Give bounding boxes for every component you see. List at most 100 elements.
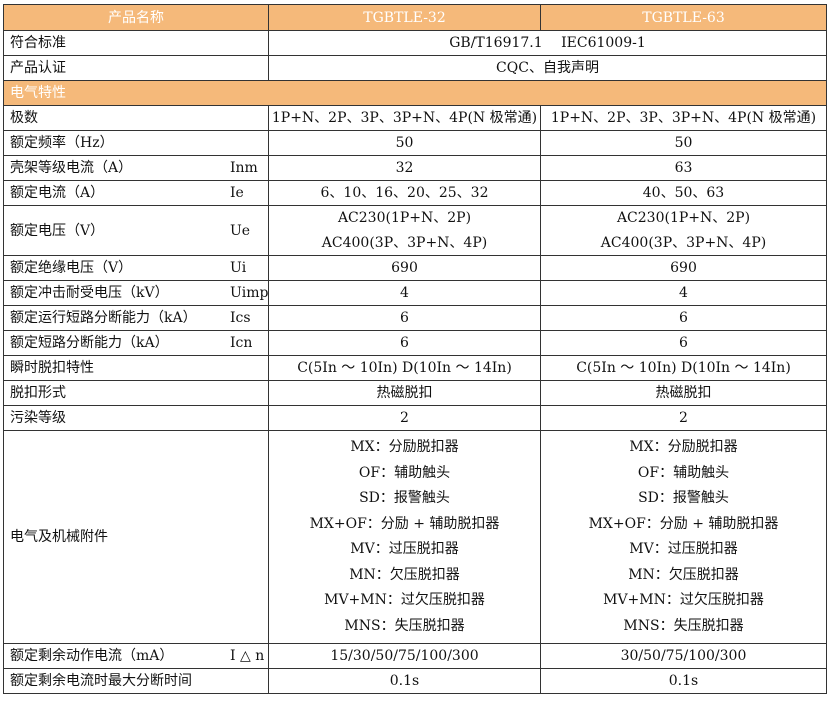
row-label: 额定剩余动作电流（mA） bbox=[10, 648, 174, 664]
value-model-63: 热磁脱扣 bbox=[540, 380, 827, 406]
row-symbol: Ie bbox=[230, 185, 244, 201]
value-model-32: MX：分励脱扣器 OF：辅助触头 SD：报警触头 MX+OF：分励 + 辅助脱扣器 MV… bbox=[268, 430, 541, 644]
row-symbol: Ue bbox=[230, 223, 251, 239]
row-label: 额定短路分断能力（kA） bbox=[10, 335, 169, 351]
value-model-32: 15/30/50/75/100/300 bbox=[268, 643, 541, 669]
accessory-item: MV：过压脱扣器 bbox=[629, 541, 738, 557]
accessory-item: MX：分励脱扣器 bbox=[629, 439, 738, 455]
row-label-cell: 额定频率（Hz） bbox=[3, 130, 269, 156]
section-row: 电气特性 bbox=[3, 80, 827, 106]
value-model-32: 32 bbox=[268, 155, 541, 181]
value-model-63: MX：分励脱扣器 OF：辅助触头 SD：报警触头 MX+OF：分励 + 辅助脱扣器 MV… bbox=[540, 430, 827, 644]
row-label-cell: 脱扣形式 bbox=[3, 380, 269, 406]
value-model-63: 1P+N、2P、3P、3P+N、4P(N 极常通) bbox=[540, 105, 827, 131]
value-model-32: 6、10、16、20、25、32 bbox=[268, 180, 541, 206]
value-model-63: 30/50/75/100/300 bbox=[540, 643, 827, 669]
accessory-item: SD：报警触头 bbox=[359, 490, 450, 506]
accessory-item: MNS：失压脱扣器 bbox=[623, 617, 744, 634]
accessory-item: MN：欠压脱扣器 bbox=[628, 566, 739, 583]
table-row: 额定电流（A） Ie 6、10、16、20、25、32 40、50、63 bbox=[3, 180, 827, 206]
row-symbol: Inm bbox=[230, 160, 258, 176]
table-row: 额定剩余动作电流（mA） I △ n 15/30/50/75/100/300 30… bbox=[3, 643, 827, 669]
row-label-cell: 瞬时脱扣特性 bbox=[3, 355, 269, 381]
value-model-63: C(5In ～ 10In) D(10In ～ 14In) bbox=[540, 355, 827, 381]
row-label: 额定剩余电流时最大分断时间 bbox=[10, 673, 192, 689]
row-value: GB/T16917.1 IEC61009-1 bbox=[268, 30, 827, 56]
header-product-name: 产品名称 bbox=[3, 4, 269, 31]
row-label-cell: 额定电流（A） Ie bbox=[3, 180, 269, 206]
row-label-cell: 额定绝缘电压（V） Ui bbox=[3, 255, 269, 281]
row-label-cell: 污染等级 bbox=[3, 405, 269, 431]
value-model-32: 0.1s bbox=[268, 668, 541, 694]
table-row: 极数 1P+N、2P、3P、3P+N、4P(N 极常通) 1P+N、2P、3P、… bbox=[3, 105, 827, 131]
accessory-item: MX+OF：分励 + 辅助脱扣器 bbox=[309, 515, 500, 532]
value-model-32: 1P+N、2P、3P、3P+N、4P(N 极常通) bbox=[268, 105, 541, 131]
row-symbol: Icn bbox=[230, 335, 253, 351]
row-label-cell: 额定剩余电流时最大分断时间 bbox=[3, 668, 269, 694]
table-row: 额定绝缘电压（V） Ui 690 690 bbox=[3, 255, 827, 281]
row-label: 额定电压（V） bbox=[10, 222, 105, 239]
value-line: AC230(1P+N、2P) bbox=[616, 210, 751, 226]
row-label: 壳架等级电流（A） bbox=[10, 160, 133, 176]
accessory-item: MX+OF：分励 + 辅助脱扣器 bbox=[588, 515, 779, 532]
header-row: 产品名称 TGBTLE-32 TGBTLE-63 bbox=[3, 4, 827, 31]
value-model-63: 4 bbox=[540, 280, 827, 306]
row-label: 瞬时脱扣特性 bbox=[10, 360, 94, 376]
table-row: 额定频率（Hz） 50 50 bbox=[3, 130, 827, 156]
row-label-cell: 极数 bbox=[3, 105, 269, 131]
value-model-63: 63 bbox=[540, 155, 827, 181]
accessory-item: OF：辅助触头 bbox=[637, 464, 730, 481]
table-row: 额定剩余电流时最大分断时间 0.1s 0.1s bbox=[3, 668, 827, 694]
row-label-cell: 额定剩余动作电流（mA） I △ n bbox=[3, 643, 269, 669]
value-model-63: 6 bbox=[540, 305, 827, 331]
row-label-cell: 额定冲击耐受电压（kV） Uimp bbox=[3, 280, 269, 306]
row-label: 额定电流（A） bbox=[10, 185, 105, 201]
row-symbol: Uimp bbox=[230, 285, 269, 301]
accessory-item: SD：报警触头 bbox=[638, 490, 729, 506]
row-value: CQC、自我声明 bbox=[268, 55, 827, 81]
value-model-63: 6 bbox=[540, 330, 827, 356]
value-model-32: 热磁脱扣 bbox=[268, 380, 541, 406]
row-label-cell: 额定电压（V） Ue bbox=[3, 205, 269, 256]
value-model-32: 2 bbox=[268, 405, 541, 431]
accessory-item: MNS：失压脱扣器 bbox=[344, 617, 465, 634]
row-label: 额定绝缘电压（V） bbox=[10, 260, 133, 276]
value-model-63: AC230(1P+N、2P) AC400(3P、3P+N、4P) bbox=[540, 205, 827, 256]
row-label: 额定冲击耐受电压（kV） bbox=[10, 285, 169, 301]
value-model-63: 690 bbox=[540, 255, 827, 281]
accessory-item: MV+MN：过欠压脱扣器 bbox=[603, 592, 764, 608]
row-label: 污染等级 bbox=[10, 410, 66, 426]
row-label: 符合标准 bbox=[3, 30, 269, 56]
value-model-32: 6 bbox=[268, 305, 541, 331]
table-row: 额定短路分断能力（kA） Icn 6 6 bbox=[3, 330, 827, 356]
row-label: 额定频率（Hz） bbox=[10, 135, 114, 151]
accessory-item: MV：过压脱扣器 bbox=[350, 541, 459, 557]
table-row: 脱扣形式 热磁脱扣 热磁脱扣 bbox=[3, 380, 827, 406]
table-row: 额定冲击耐受电压（kV） Uimp 4 4 bbox=[3, 280, 827, 306]
value-model-63: 0.1s bbox=[540, 668, 827, 694]
table-row: 瞬时脱扣特性 C(5In ～ 10In) D(10In ～ 14In) C(5I… bbox=[3, 355, 827, 381]
value-model-63: 50 bbox=[540, 130, 827, 156]
accessory-item: OF：辅助触头 bbox=[358, 464, 451, 481]
value-model-32: 6 bbox=[268, 330, 541, 356]
row-label: 产品认证 bbox=[3, 55, 269, 81]
accessory-item: MX：分励脱扣器 bbox=[350, 439, 459, 455]
header-model: TGBTLE-32 bbox=[268, 4, 541, 31]
row-label: 脱扣形式 bbox=[10, 385, 66, 401]
value-line: AC400(3P、3P+N、4P) bbox=[321, 234, 488, 251]
table-row: 额定运行短路分断能力（kA） Ics 6 6 bbox=[3, 305, 827, 331]
table-row: 污染等级 2 2 bbox=[3, 405, 827, 431]
row-label-cell: 额定短路分断能力（kA） Icn bbox=[3, 330, 269, 356]
row-symbol: Ui bbox=[230, 260, 247, 276]
row-label: 额定运行短路分断能力（kA） bbox=[10, 310, 197, 326]
value-model-63: 2 bbox=[540, 405, 827, 431]
accessory-item: MN：欠压脱扣器 bbox=[349, 566, 460, 583]
table-row: 壳架等级电流（A） Inm 32 63 bbox=[3, 155, 827, 181]
row-label: 极数 bbox=[10, 110, 38, 126]
row-symbol: Ics bbox=[230, 310, 251, 326]
row-label-cell: 额定运行短路分断能力（kA） Ics bbox=[3, 305, 269, 331]
row-label: 电气及机械附件 bbox=[3, 430, 269, 644]
spec-table: 产品名称 TGBTLE-32 TGBTLE-63 符合标准 GB/T16917.… bbox=[3, 4, 827, 694]
value-line: AC230(1P+N、2P) bbox=[337, 210, 472, 226]
value-model-32: C(5In ～ 10In) D(10In ～ 14In) bbox=[268, 355, 541, 381]
